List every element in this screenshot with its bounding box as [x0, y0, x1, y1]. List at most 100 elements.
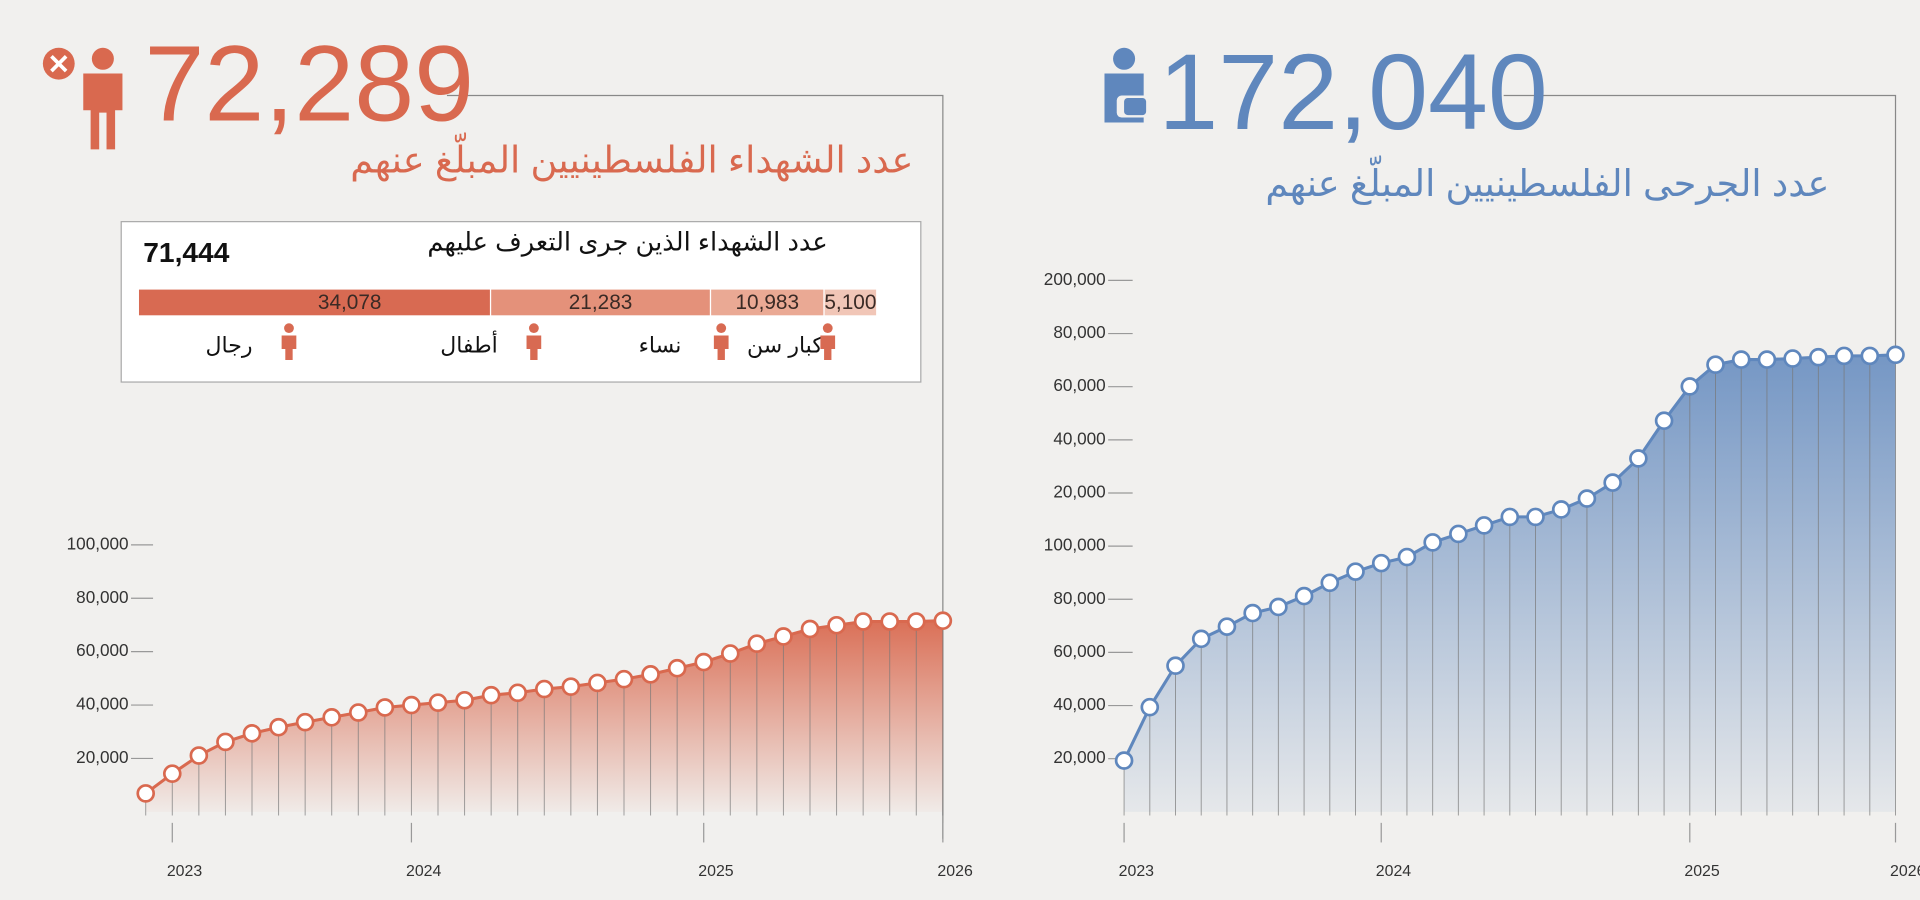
headline: 172,040: [1158, 31, 1547, 152]
x-tick-label: 2024: [406, 863, 442, 880]
point: [455, 690, 474, 710]
category-label: أطفال: [440, 330, 498, 357]
point: [1191, 629, 1211, 649]
point: [534, 679, 554, 699]
point: [694, 652, 714, 672]
point: [561, 677, 581, 696]
category-label: كبار سن: [747, 332, 823, 357]
category-icon: [281, 323, 297, 360]
icon-body: [281, 335, 297, 360]
point: [720, 644, 740, 663]
y-tick-label: 40,000: [76, 694, 128, 714]
point: [1346, 562, 1365, 581]
point: [1140, 697, 1160, 717]
point: [1731, 350, 1751, 369]
point: [322, 708, 342, 727]
close-icon: [42, 47, 75, 80]
point: [933, 611, 953, 631]
point: [189, 746, 209, 765]
y-tick-label: 60,000: [1053, 641, 1105, 661]
point: [1114, 751, 1134, 770]
injured-icon: [1104, 47, 1149, 123]
person-icon: [83, 47, 123, 150]
y-tick-label: 60,000: [76, 640, 128, 660]
headline: 72,289: [144, 22, 474, 143]
point: [614, 669, 634, 689]
point: [1603, 473, 1622, 492]
y-tick-label: 80,000: [1053, 588, 1105, 608]
y-tick-label: 100,000: [67, 533, 129, 553]
point: [1860, 346, 1880, 366]
bar-segment: [823, 288, 878, 317]
point: [295, 712, 315, 732]
point: [1809, 347, 1828, 367]
point: [1371, 553, 1391, 573]
point: [242, 724, 262, 743]
point: [269, 717, 288, 737]
point: [481, 685, 501, 705]
point: [1449, 524, 1468, 544]
category-icon: [713, 323, 729, 360]
icon-body: [713, 335, 729, 360]
icon-body: [820, 335, 836, 360]
point: [880, 612, 900, 631]
category-label: نساء: [639, 332, 682, 357]
point: [1551, 500, 1571, 519]
x-tick-label: 2026: [937, 863, 973, 880]
x-tick-label: 2026: [1890, 863, 1920, 880]
point: [1474, 516, 1494, 535]
point: [1526, 507, 1545, 527]
category-label: رجال: [205, 332, 252, 357]
point: [1500, 507, 1520, 527]
point: [216, 732, 235, 752]
point: [1654, 411, 1674, 431]
point: [375, 698, 395, 717]
point: [348, 703, 368, 722]
point: [800, 619, 820, 639]
frame-line: [1503, 94, 1897, 356]
icon-head: [716, 323, 727, 334]
y-tick-label: 60,000: [1053, 375, 1105, 395]
point: [827, 615, 846, 635]
point: [1166, 656, 1185, 676]
chart-title: عدد الجرحى الفلسطينيين المبلّغ عنهم: [1265, 156, 1829, 205]
point: [1783, 349, 1802, 368]
icon-head: [528, 323, 539, 334]
x-tick-label: 2025: [1684, 863, 1720, 880]
y-tick-label: 80,000: [76, 587, 128, 607]
point: [747, 634, 767, 653]
point: [508, 683, 528, 703]
point: [1217, 617, 1237, 636]
y-tick-label: 20,000: [76, 747, 128, 767]
bar-segment: [137, 288, 492, 317]
point: [1269, 597, 1288, 617]
y-tick-label: 40,000: [1053, 694, 1105, 714]
point: [1757, 350, 1777, 369]
point: [136, 784, 156, 803]
point: [774, 627, 793, 646]
point: [1886, 345, 1905, 365]
point: [1243, 603, 1262, 623]
x-tick-label: 2025: [698, 863, 734, 880]
point: [667, 658, 687, 678]
category-icon: [820, 323, 836, 360]
value-label: 10,983: [735, 291, 799, 314]
value-label: 5,100: [824, 291, 876, 314]
point: [853, 612, 873, 631]
bar-segment: [709, 288, 825, 317]
point: [588, 673, 607, 693]
y-tick-label: 20,000: [1053, 747, 1105, 767]
icon-body: [526, 335, 542, 360]
point: [428, 693, 448, 712]
y-tick-label: 200,000: [1044, 269, 1106, 289]
value-label: 21,283: [569, 291, 633, 314]
chart-title: عدد الشهداء الفلسطينيين المبلّغ عنهم: [350, 132, 913, 181]
point: [1320, 573, 1340, 593]
value-label: 34,078: [318, 291, 382, 314]
y-tick-label: 80,000: [1053, 322, 1105, 342]
y-tick-label: 100,000: [1044, 535, 1106, 555]
point: [1294, 586, 1314, 606]
point: [1577, 489, 1597, 508]
